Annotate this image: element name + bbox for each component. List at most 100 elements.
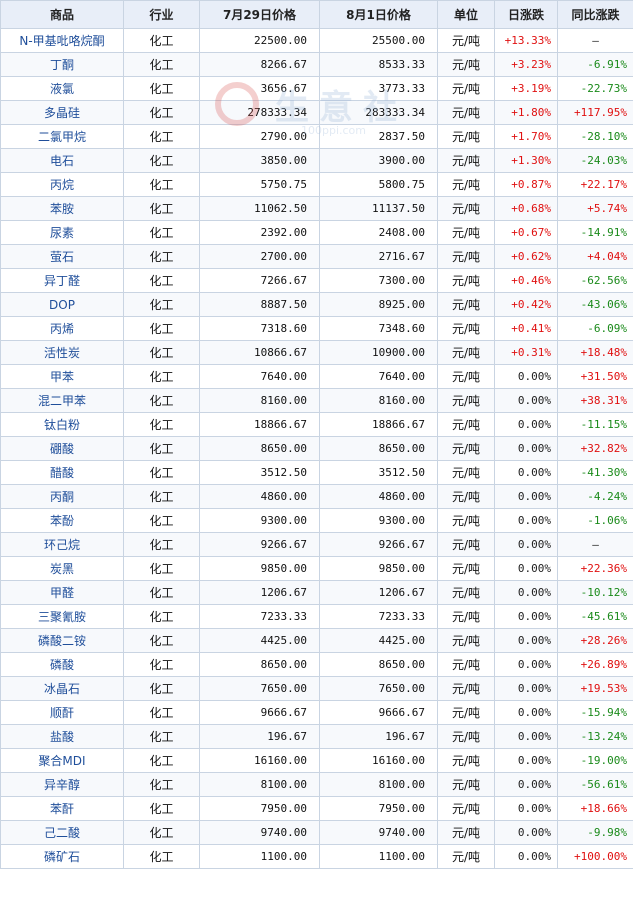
industry-cell: 化工 — [123, 148, 200, 173]
unit-cell: 元/吨 — [437, 772, 495, 797]
col-header-industry[interactable]: 行业 — [123, 0, 200, 29]
commodity-name-link[interactable]: 盐酸 — [0, 724, 124, 749]
commodity-name-link[interactable]: 聚合MDI — [0, 748, 124, 773]
unit-cell: 元/吨 — [437, 628, 495, 653]
yoy-change-cell: +22.36% — [557, 556, 633, 581]
table-row: 萤石 化工 2700.00 2716.67 元/吨 +0.62% +4.04% — [0, 244, 633, 269]
col-header-price-jul29[interactable]: 7月29日价格 — [199, 0, 320, 29]
commodity-name-link[interactable]: 苯胺 — [0, 196, 124, 221]
commodity-name-link[interactable]: 丙烷 — [0, 172, 124, 197]
commodity-name-link[interactable]: 丙酮 — [0, 484, 124, 509]
commodity-name-link[interactable]: 混二甲苯 — [0, 388, 124, 413]
commodity-name-link[interactable]: 活性炭 — [0, 340, 124, 365]
commodity-name-link[interactable]: 苯酐 — [0, 796, 124, 821]
yoy-change-cell: -6.91% — [557, 52, 633, 77]
commodity-name-link[interactable]: 三聚氰胺 — [0, 604, 124, 629]
commodity-name-link[interactable]: 环己烷 — [0, 532, 124, 557]
commodity-name-link[interactable]: 磷矿石 — [0, 844, 124, 869]
industry-cell: 化工 — [123, 196, 200, 221]
commodity-name-link[interactable]: N-甲基吡咯烷酮 — [0, 28, 124, 53]
day-change-cell: 0.00% — [494, 844, 558, 869]
price-jul29-cell: 8266.67 — [199, 52, 320, 77]
price-jul29-cell: 1100.00 — [199, 844, 320, 869]
price-aug1-cell: 4860.00 — [319, 484, 438, 509]
table-body: N-甲基吡咯烷酮 化工 22500.00 25500.00 元/吨 +13.33% — 丁酮化… — [0, 28, 633, 869]
day-change-cell: +1.30% — [494, 148, 558, 173]
table-row: 丙烷 化工 5750.75 5800.75 元/吨 +0.87% +22.17% — [0, 172, 633, 197]
yoy-change-cell: -14.91% — [557, 220, 633, 245]
commodity-name-link[interactable]: 异丁醛 — [0, 268, 124, 293]
day-change-cell: +3.23% — [494, 52, 558, 77]
col-header-day-change[interactable]: 日涨跌 — [494, 0, 558, 29]
day-change-cell: +0.62% — [494, 244, 558, 269]
day-change-cell: +1.70% — [494, 124, 558, 149]
price-jul29-cell: 3850.00 — [199, 148, 320, 173]
yoy-change-cell: +26.89% — [557, 652, 633, 677]
industry-cell: 化工 — [123, 508, 200, 533]
industry-cell: 化工 — [123, 412, 200, 437]
commodity-name-link[interactable]: DOP — [0, 292, 124, 317]
unit-cell: 元/吨 — [437, 340, 495, 365]
yoy-change-cell: -9.98% — [557, 820, 633, 845]
table-row: 醋酸 化工 3512.50 3512.50 元/吨 0.00% -41.30% — [0, 460, 633, 485]
price-jul29-cell: 9740.00 — [199, 820, 320, 845]
yoy-change-cell: +100.00% — [557, 844, 633, 869]
commodity-name-link[interactable]: 醋酸 — [0, 460, 124, 485]
unit-cell: 元/吨 — [437, 724, 495, 749]
day-change-cell: 0.00% — [494, 556, 558, 581]
day-change-cell: 0.00% — [494, 604, 558, 629]
price-aug1-cell: 7640.00 — [319, 364, 438, 389]
yoy-change-cell: -28.10% — [557, 124, 633, 149]
unit-cell: 元/吨 — [437, 556, 495, 581]
commodity-name-link[interactable]: 萤石 — [0, 244, 124, 269]
industry-cell: 化工 — [123, 532, 200, 557]
day-change-cell: 0.00% — [494, 628, 558, 653]
table-row: 冰晶石 化工 7650.00 7650.00 元/吨 0.00% +19.53% — [0, 676, 633, 701]
col-header-commodity[interactable]: 商品 — [0, 0, 124, 29]
commodity-name-link[interactable]: 钛白粉 — [0, 412, 124, 437]
commodity-name-link[interactable]: 顺酐 — [0, 700, 124, 725]
commodity-name-link[interactable]: 电石 — [0, 148, 124, 173]
commodity-name-link[interactable]: 硼酸 — [0, 436, 124, 461]
table-row: 液氯 化工 3656.67 3773.33 元/吨 +3.19% -22.73% — [0, 76, 633, 101]
commodity-name-link[interactable]: 丁酮 — [0, 52, 124, 77]
commodity-name-link[interactable]: 冰晶石 — [0, 676, 124, 701]
commodity-name-link[interactable]: 甲醛 — [0, 580, 124, 605]
unit-cell: 元/吨 — [437, 148, 495, 173]
industry-cell: 化工 — [123, 628, 200, 653]
price-jul29-cell: 9266.67 — [199, 532, 320, 557]
commodity-name-link[interactable]: 磷酸 — [0, 652, 124, 677]
commodity-name-link[interactable]: 丙烯 — [0, 316, 124, 341]
price-jul29-cell: 11062.50 — [199, 196, 320, 221]
industry-cell: 化工 — [123, 76, 200, 101]
commodity-name-link[interactable]: 多晶硅 — [0, 100, 124, 125]
day-change-cell: +0.42% — [494, 292, 558, 317]
price-aug1-cell: 9666.67 — [319, 700, 438, 725]
commodity-name-link[interactable]: 炭黑 — [0, 556, 124, 581]
price-aug1-cell: 8650.00 — [319, 652, 438, 677]
commodity-name-link[interactable]: 苯酚 — [0, 508, 124, 533]
col-header-price-aug1[interactable]: 8月1日价格 — [319, 0, 438, 29]
col-header-yoy-change[interactable]: 同比涨跌 — [557, 0, 633, 29]
table-row: 顺酐 化工 9666.67 9666.67 元/吨 0.00% -15.94% — [0, 700, 633, 725]
commodity-name-link[interactable]: 液氯 — [0, 76, 124, 101]
yoy-change-cell: -22.73% — [557, 76, 633, 101]
yoy-change-cell: +117.95% — [557, 100, 633, 125]
industry-cell: 化工 — [123, 52, 200, 77]
price-aug1-cell: 11137.50 — [319, 196, 438, 221]
yoy-change-cell: +5.74% — [557, 196, 633, 221]
commodity-name-link[interactable]: 二氯甲烷 — [0, 124, 124, 149]
day-change-cell: 0.00% — [494, 436, 558, 461]
table-row: 甲苯 化工 7640.00 7640.00 元/吨 0.00% +31.50% — [0, 364, 633, 389]
commodity-name-link[interactable]: 甲苯 — [0, 364, 124, 389]
commodity-name-link[interactable]: 己二酸 — [0, 820, 124, 845]
commodity-name-link[interactable]: 尿素 — [0, 220, 124, 245]
day-change-cell: 0.00% — [494, 724, 558, 749]
commodity-name-link[interactable]: 异辛醇 — [0, 772, 124, 797]
col-header-unit[interactable]: 单位 — [437, 0, 495, 29]
price-jul29-cell: 7640.00 — [199, 364, 320, 389]
price-jul29-cell: 9850.00 — [199, 556, 320, 581]
yoy-change-cell: +22.17% — [557, 172, 633, 197]
commodity-name-link[interactable]: 磷酸二铵 — [0, 628, 124, 653]
day-change-cell: 0.00% — [494, 412, 558, 437]
